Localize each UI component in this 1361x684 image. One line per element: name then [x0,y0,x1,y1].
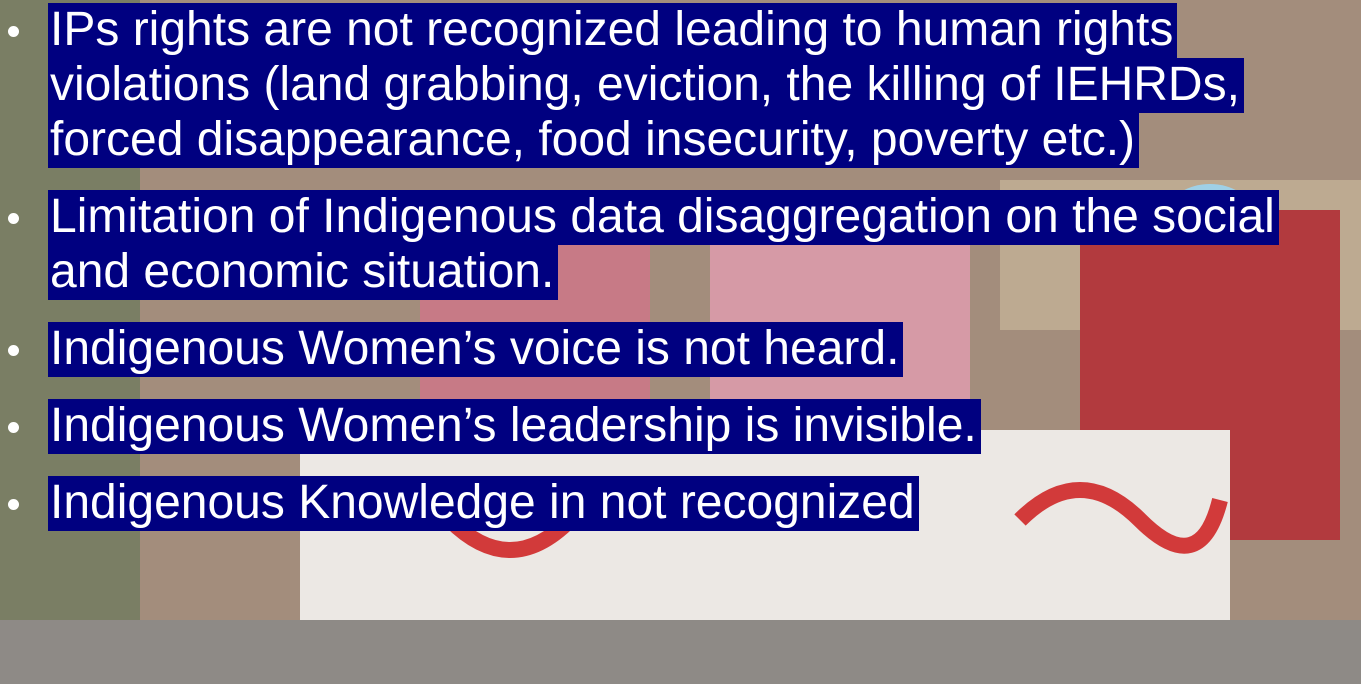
bullet-text: Indigenous Women’s leadership is invisib… [48,399,981,454]
bullet-text: Indigenous Women’s voice is not heard. [48,322,903,377]
bullet-item: Indigenous Women’s voice is not heard. [0,321,1361,376]
slide: IPs rights are not recognized leading to… [0,0,1361,684]
ground [0,620,1361,684]
bullet-text: Indigenous Knowledge in not recognized [48,476,919,531]
bullet-item: Indigenous Women’s leadership is invisib… [0,398,1361,453]
bullet-item: IPs rights are not recognized leading to… [0,2,1361,167]
page: {"bullets": [ "IPs rights are not recogn… [0,0,1361,684]
bullet-item: Limitation of Indigenous data disaggrega… [0,189,1361,299]
bullet-text: IPs rights are not recognized leading to… [48,3,1244,168]
bullet-text: Limitation of Indigenous data disaggrega… [48,190,1279,300]
bullet-list: IPs rights are not recognized leading to… [0,2,1361,552]
bullet-item: Indigenous Knowledge in not recognized [0,475,1361,530]
